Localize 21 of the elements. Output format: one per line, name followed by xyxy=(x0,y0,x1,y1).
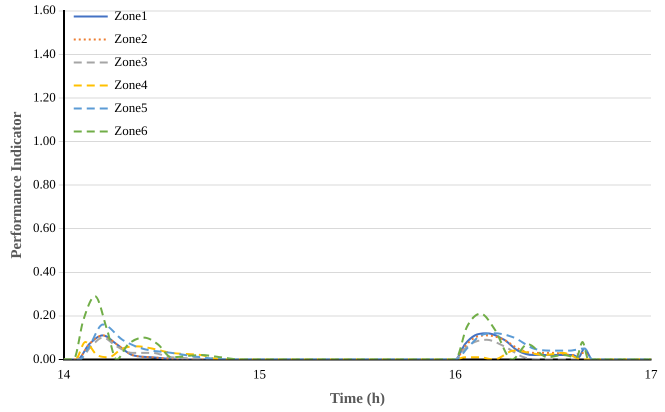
y-tick-label: 0.40 xyxy=(33,264,56,279)
y-tick-label: 0.20 xyxy=(33,307,56,322)
y-tick-label: 0.00 xyxy=(33,350,56,366)
legend-label: Zone4 xyxy=(114,76,148,92)
x-tick-label: 15 xyxy=(253,366,266,382)
legend-label: Zone1 xyxy=(114,8,148,23)
y-tick-label: 0.60 xyxy=(33,220,56,236)
y-tick-label: 1.40 xyxy=(33,46,56,61)
legend-label: Zone5 xyxy=(114,100,148,115)
y-tick-label: 0.80 xyxy=(33,176,56,192)
x-axis-title: Time (h) xyxy=(330,390,385,407)
x-tick-label: 14 xyxy=(57,366,71,382)
legend-label: Zone2 xyxy=(114,30,148,46)
legend-label: Zone6 xyxy=(114,122,148,138)
y-tick-label: 1.00 xyxy=(33,132,56,148)
x-tick-label: 17 xyxy=(644,366,658,382)
y-tick-label: 1.60 xyxy=(33,2,56,18)
y-axis-title: Performance Indicator xyxy=(8,111,25,259)
x-tick-label: 16 xyxy=(448,366,462,382)
legend-label: Zone3 xyxy=(114,54,148,69)
y-tick-label: 1.20 xyxy=(33,89,56,104)
